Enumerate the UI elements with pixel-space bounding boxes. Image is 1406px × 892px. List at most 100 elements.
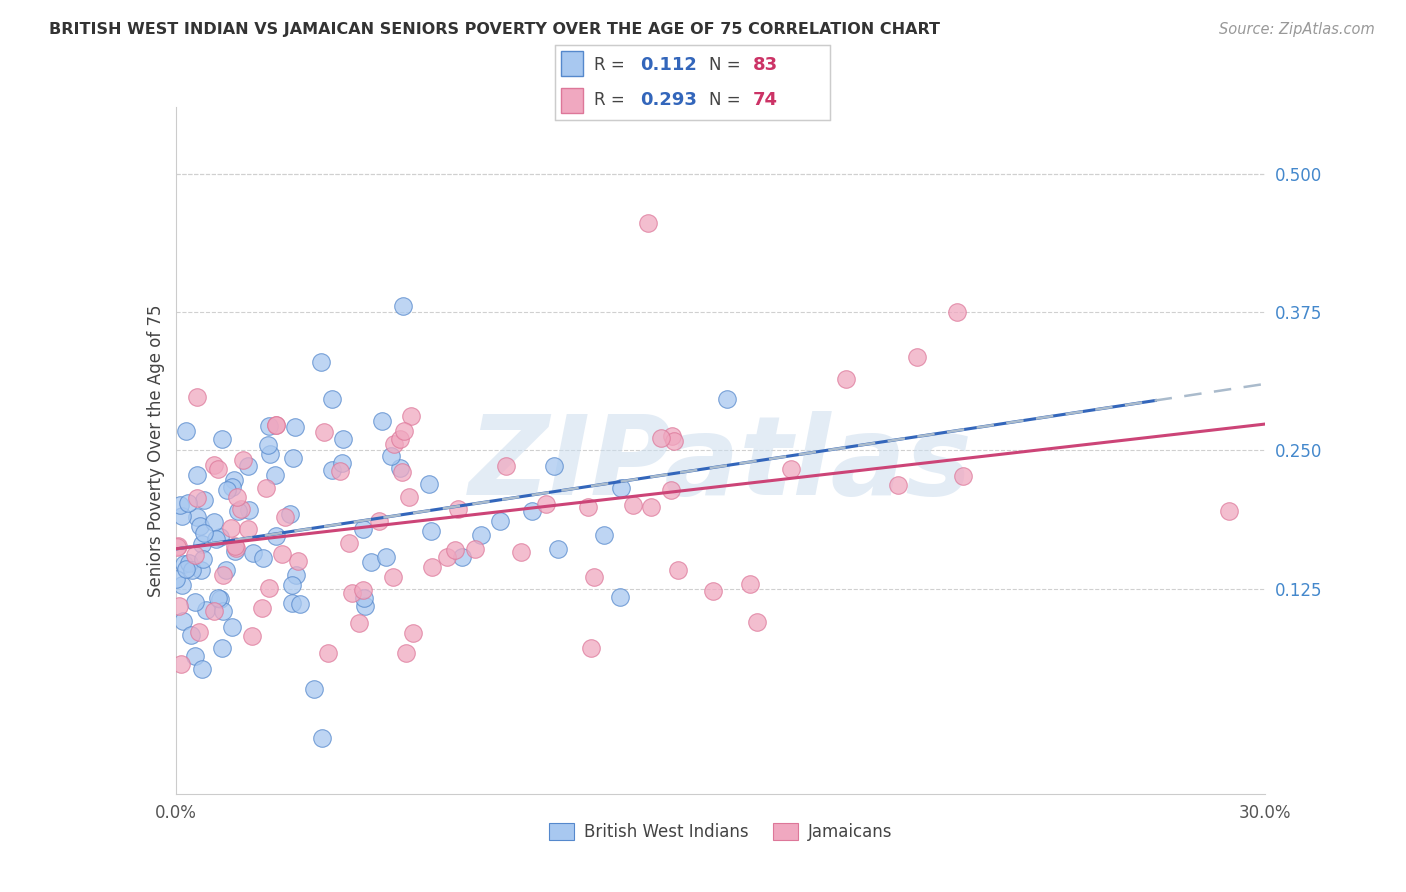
Point xyxy=(186,509,208,524)
Point xyxy=(952,468,974,483)
Point xyxy=(166,572,188,586)
Point xyxy=(391,465,413,479)
Point xyxy=(181,564,204,578)
Point xyxy=(186,491,208,505)
Text: R =: R = xyxy=(593,56,630,74)
Point xyxy=(221,480,243,494)
Point xyxy=(398,490,420,504)
Point xyxy=(211,432,233,446)
Point xyxy=(668,563,690,577)
Point xyxy=(270,547,292,561)
Point xyxy=(266,529,288,543)
Point xyxy=(368,515,391,529)
Point xyxy=(640,500,662,515)
Point xyxy=(252,551,274,566)
Point xyxy=(186,390,208,404)
Point xyxy=(225,490,247,504)
Point xyxy=(226,503,249,517)
Point xyxy=(312,425,335,440)
Point xyxy=(543,458,565,473)
Point xyxy=(184,648,207,663)
Point xyxy=(170,657,193,672)
Point xyxy=(257,419,280,434)
Point xyxy=(202,458,225,473)
Point xyxy=(174,424,197,438)
Point xyxy=(905,350,928,364)
Point xyxy=(188,518,211,533)
Point xyxy=(184,595,207,609)
Point xyxy=(418,476,440,491)
Point xyxy=(420,560,443,574)
Text: 0.112: 0.112 xyxy=(640,56,697,74)
Point xyxy=(215,483,238,497)
Point xyxy=(287,554,309,568)
Point xyxy=(254,482,277,496)
Y-axis label: Seniors Poverty Over the Age of 75: Seniors Poverty Over the Age of 75 xyxy=(146,304,165,597)
Point xyxy=(264,467,287,482)
Point xyxy=(576,500,599,514)
Point xyxy=(195,603,218,617)
Text: R =: R = xyxy=(593,91,630,109)
Point xyxy=(174,561,197,575)
Point xyxy=(354,599,377,614)
Point xyxy=(208,530,231,544)
Point xyxy=(661,429,683,443)
Point xyxy=(650,431,672,445)
Point xyxy=(329,464,352,478)
Point xyxy=(609,590,631,604)
Point xyxy=(172,614,194,628)
Point xyxy=(224,540,246,554)
Point xyxy=(211,640,233,655)
Point xyxy=(184,549,207,563)
Point xyxy=(177,556,200,570)
Point xyxy=(236,522,259,536)
Point xyxy=(281,596,304,610)
Point xyxy=(180,628,202,642)
Point xyxy=(232,453,254,467)
Point xyxy=(219,521,242,535)
Point xyxy=(259,447,281,461)
Point xyxy=(342,586,364,600)
Point xyxy=(332,432,354,446)
Point xyxy=(464,542,486,557)
Point xyxy=(193,526,215,541)
Point xyxy=(389,460,412,475)
Point xyxy=(347,616,370,631)
Point xyxy=(394,424,416,438)
Point xyxy=(215,564,238,578)
Point xyxy=(224,544,246,558)
Point xyxy=(256,438,278,452)
Point xyxy=(278,507,301,521)
Point xyxy=(166,539,188,553)
Text: N =: N = xyxy=(709,91,745,109)
Point xyxy=(188,625,211,640)
Point xyxy=(337,535,360,549)
Point xyxy=(579,640,602,655)
Point xyxy=(266,417,288,432)
Point xyxy=(945,305,967,319)
Point xyxy=(352,582,374,597)
Point xyxy=(547,542,569,557)
Point xyxy=(190,537,212,551)
Point xyxy=(447,501,470,516)
Point xyxy=(176,496,198,510)
Point xyxy=(207,591,229,606)
Text: ZIPatlas: ZIPatlas xyxy=(468,410,973,517)
Point xyxy=(173,558,195,572)
Text: 74: 74 xyxy=(752,91,778,109)
Point xyxy=(444,543,467,558)
Point xyxy=(451,549,474,564)
Point xyxy=(352,522,374,536)
Point xyxy=(193,493,215,508)
Point xyxy=(190,662,212,676)
Point xyxy=(395,646,418,660)
Point xyxy=(637,216,659,230)
Point xyxy=(221,619,243,633)
Point xyxy=(250,601,273,615)
Point xyxy=(212,604,235,618)
Point xyxy=(835,372,858,386)
Point xyxy=(285,568,308,582)
Point xyxy=(610,481,633,495)
Point xyxy=(169,499,191,513)
Point xyxy=(436,550,458,565)
